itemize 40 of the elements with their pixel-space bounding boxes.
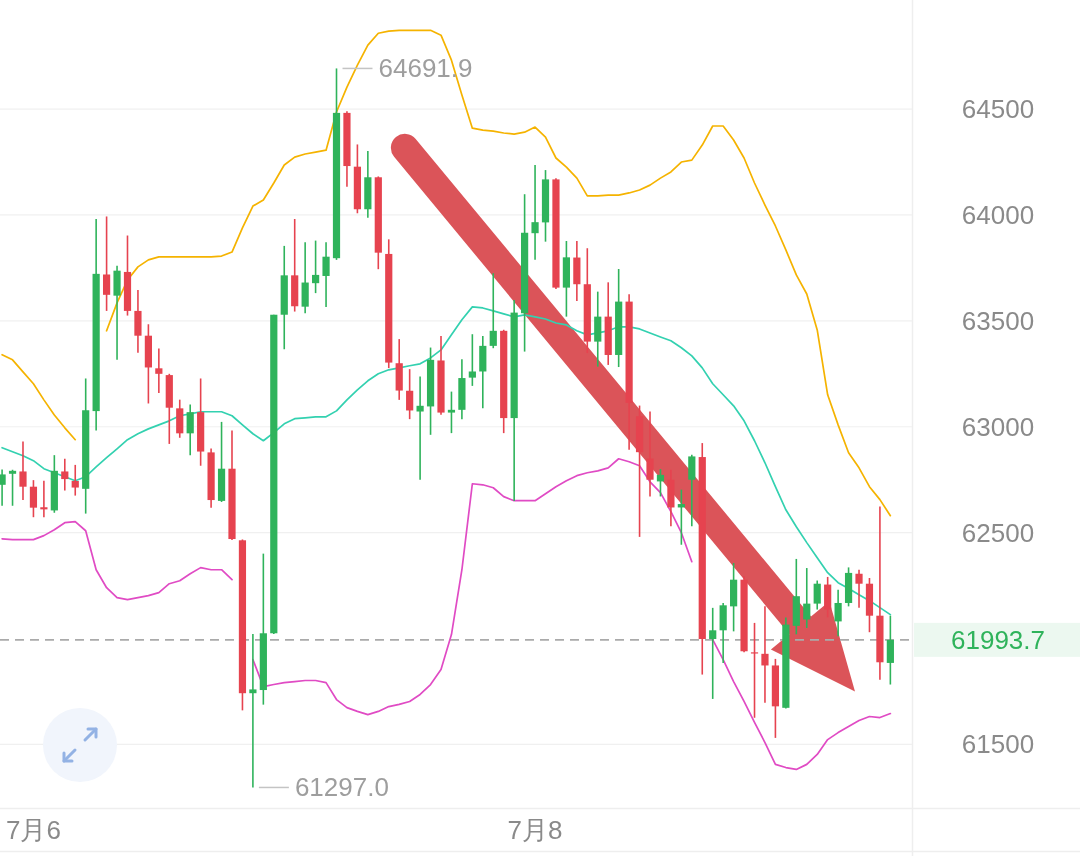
candlestick: [71, 464, 79, 497]
candlestick: [688, 453, 696, 528]
candlestick: [8, 468, 17, 507]
candlestick: [322, 241, 330, 308]
candlestick: [416, 375, 424, 481]
candlestick: [447, 390, 456, 434]
candlestick: [834, 588, 842, 638]
candlestick: [761, 605, 769, 704]
candlestick: [531, 164, 539, 261]
candlestick: [646, 410, 654, 498]
x-tick-label: 7月8: [507, 814, 563, 845]
ref-line-label: 61993.7: [951, 624, 1045, 655]
annotation: 61297.0: [294, 772, 389, 803]
candlestick: [855, 568, 863, 609]
y-tick-label: 61500: [961, 729, 1035, 760]
candlestick: [312, 239, 320, 294]
y-tick-label: 64500: [961, 94, 1035, 125]
candlestick: [489, 272, 497, 349]
candlestick: [406, 368, 414, 420]
x-tick-label: 7月6: [5, 814, 61, 845]
candlestick: [249, 633, 257, 789]
candlestick: [61, 457, 69, 492]
candlestick: [186, 403, 194, 457]
candlestick: [29, 479, 38, 518]
candlestick: [886, 614, 894, 686]
candlestick: [750, 622, 759, 719]
y-tick-label: 63500: [961, 305, 1035, 336]
candlestick: [155, 347, 163, 394]
y-tick-label: 62500: [961, 517, 1035, 548]
candlestick: [813, 579, 821, 611]
candlestick: [102, 215, 111, 312]
candlestick: [0, 468, 6, 507]
y-tick-label: 64000: [961, 199, 1035, 230]
y-tick-label: 63000: [961, 411, 1035, 442]
candlestick: [468, 333, 476, 387]
line-series: [1, 306, 892, 616]
candlestick: [19, 440, 27, 501]
candlestick: [709, 607, 717, 700]
candlestick: [803, 567, 811, 629]
candlestick: [40, 479, 48, 518]
